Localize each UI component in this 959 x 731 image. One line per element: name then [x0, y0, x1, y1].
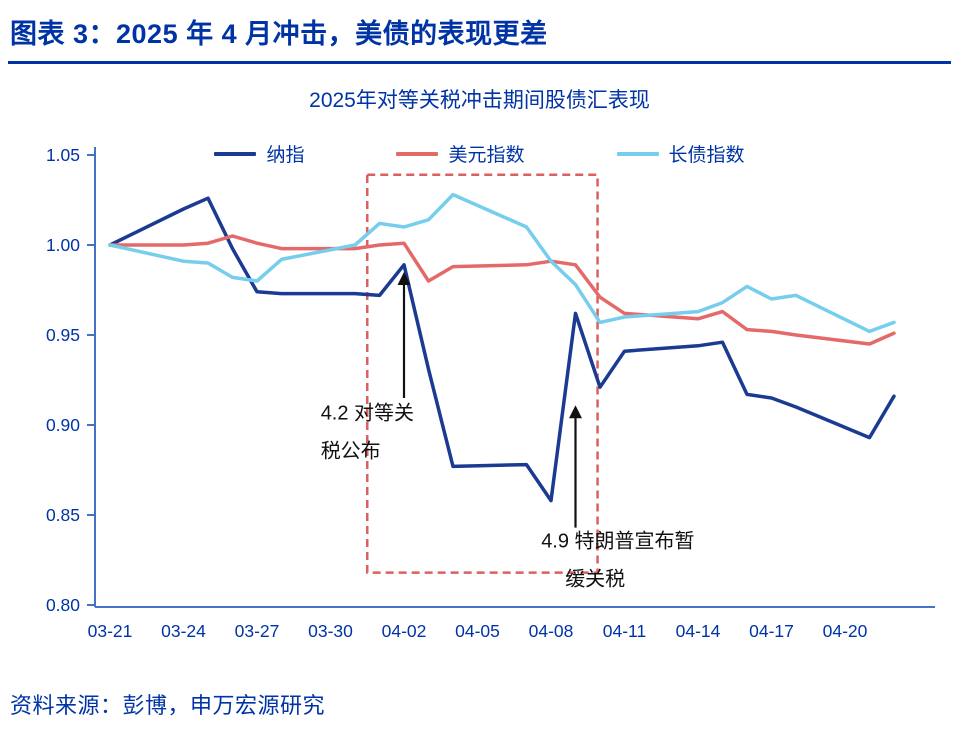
x-tick-label: 04-20	[823, 621, 868, 641]
chart-title: 2025年对等关税冲击期间股债汇表现	[309, 89, 650, 112]
legend-label-nasdaq: 纳指	[266, 145, 305, 166]
legend-item-long-bond-index: 长债指数	[616, 140, 745, 167]
legend-swatch-nasdaq	[214, 151, 257, 156]
x-tick-label: 03-24	[161, 621, 206, 641]
series-line-long-bond-index	[108, 192, 896, 334]
y-tick-label: 0.90	[46, 415, 80, 435]
x-tick-label: 04-17	[749, 621, 794, 641]
legend-label-usd-index: 美元指数	[448, 145, 525, 166]
highlight-box	[366, 173, 599, 574]
legend-swatch-usd-index	[396, 151, 439, 156]
x-tick-label: 04-14	[676, 621, 721, 641]
series-line-usd-index	[108, 234, 896, 346]
legend: 纳指 美元指数 长债指数	[0, 140, 959, 167]
legend-item-usd-index: 美元指数	[396, 140, 525, 167]
y-tick-label: 0.80	[46, 595, 80, 615]
x-tick-label: 04-08	[529, 621, 574, 641]
y-tick-label: 1.00	[46, 235, 80, 255]
x-tick-label: 03-30	[308, 621, 353, 641]
legend-item-nasdaq: 纳指	[214, 140, 304, 167]
y-tick-label: 0.85	[46, 505, 80, 525]
annotation-tariff-announced-text: 税公布	[321, 440, 381, 463]
legend-label-long-bond-index: 长债指数	[668, 145, 745, 166]
annotation-tariff-announced-arrowhead	[397, 272, 411, 285]
annotation-trump-pause-text: 缓关税	[565, 567, 625, 590]
annotation-trump-pause-arrowhead	[569, 405, 582, 419]
y-tick-label: 0.95	[46, 325, 80, 345]
x-tick-label: 03-27	[235, 621, 280, 641]
x-tick-label: 04-02	[382, 621, 427, 641]
annotation-trump-pause-text: 4.9 特朗普宣布暂	[541, 529, 694, 552]
x-tick-label: 04-11	[603, 621, 646, 641]
figure-title: 图表 3：2025 年 4 月冲击，美债的表现更差	[8, 0, 951, 64]
legend-swatch-long-bond-index	[616, 151, 659, 156]
x-tick-label: 03-21	[88, 621, 133, 641]
source-note: 资料来源：彭博，申万宏源研究	[10, 693, 326, 718]
y-tick-label: 1.05	[46, 145, 80, 165]
series-line-nasdaq	[108, 196, 896, 503]
annotation-tariff-announced-text: 4.2 对等关	[321, 402, 414, 425]
x-tick-label: 04-05	[455, 621, 500, 641]
